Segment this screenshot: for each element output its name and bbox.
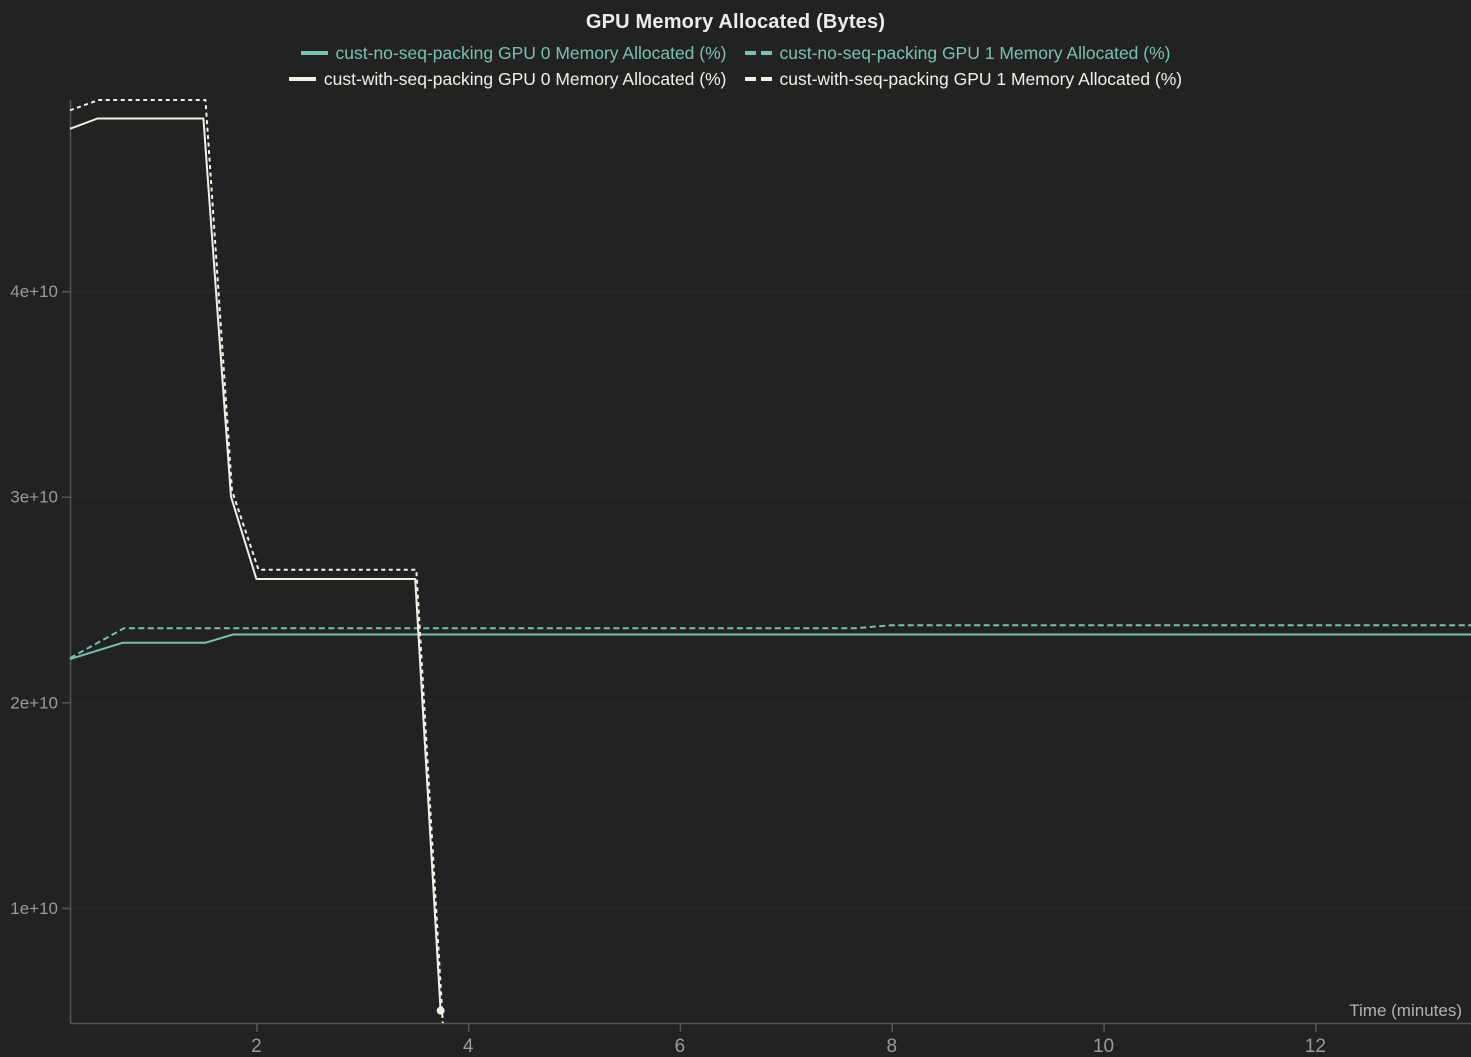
series-endpoint-marker <box>436 1006 445 1015</box>
chart-title: GPU Memory Allocated (Bytes) <box>585 11 886 33</box>
x-tick-label: 2 <box>251 1036 262 1057</box>
legend-item-series-0[interactable]: cust-no-seq-packing GPU 0 Memory Allocat… <box>300 40 727 66</box>
legend-label: cust-no-seq-packing GPU 0 Memory Allocat… <box>335 43 727 63</box>
x-tick-label: 12 <box>1305 1036 1326 1057</box>
chart-legend: cust-no-seq-packing GPU 0 Memory Allocat… <box>0 40 1471 92</box>
x-tick-label: 4 <box>463 1036 474 1057</box>
legend-item-series-3[interactable]: cust-with-seq-packing GPU 1 Memory Alloc… <box>744 66 1183 92</box>
legend-solid-line-icon <box>288 77 316 81</box>
y-tick-label: 4e+10 <box>10 282 58 301</box>
y-tick-label: 1e+10 <box>10 899 58 918</box>
series-line-1 <box>69 624 1471 659</box>
x-tick-label: 6 <box>675 1036 686 1057</box>
x-axis-title: Time (minutes) <box>1349 1001 1462 1020</box>
series-line-2 <box>69 117 442 1011</box>
series-line-3 <box>69 99 444 1024</box>
series-line-0 <box>69 633 1471 661</box>
y-tick-label: 2e+10 <box>10 693 58 712</box>
legend-dashed-line-icon <box>744 77 772 81</box>
legend-label: cust-with-seq-packing GPU 0 Memory Alloc… <box>323 69 727 89</box>
legend-item-series-2[interactable]: cust-with-seq-packing GPU 0 Memory Alloc… <box>288 66 727 92</box>
legend-label: cust-no-seq-packing GPU 1 Memory Allocat… <box>779 43 1171 63</box>
x-tick-label: 10 <box>1093 1036 1114 1057</box>
legend-solid-line-icon <box>300 51 328 55</box>
y-tick-label: 3e+10 <box>10 488 58 507</box>
legend-row: cust-no-seq-packing GPU 0 Memory Allocat… <box>300 40 1171 66</box>
legend-dashed-line-icon <box>744 51 772 55</box>
legend-row: cust-with-seq-packing GPU 0 Memory Alloc… <box>288 66 1183 92</box>
x-tick-label: 8 <box>886 1036 897 1057</box>
legend-item-series-1[interactable]: cust-no-seq-packing GPU 1 Memory Allocat… <box>744 40 1171 66</box>
legend-label: cust-with-seq-packing GPU 1 Memory Alloc… <box>779 69 1183 89</box>
